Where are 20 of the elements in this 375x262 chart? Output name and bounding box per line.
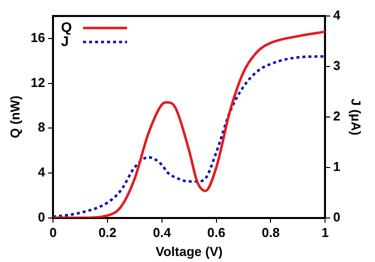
y2-tick-label: 3	[333, 58, 340, 74]
y-tick-label: 8	[38, 120, 46, 135]
y2-axis-title: J (μA)	[348, 98, 364, 136]
y-tick-label: 16	[30, 30, 46, 45]
x-tick-label: 0	[49, 225, 57, 240]
y2-tick-label: 4	[333, 8, 342, 23]
x-axis-title: Voltage (V)	[156, 244, 223, 259]
x-tick-label: 1	[322, 225, 329, 240]
y-tick-label: 0	[38, 209, 46, 224]
x-tick-label: 0.8	[262, 225, 280, 240]
y-axis-title: Q (nW)	[7, 96, 22, 138]
y-tick-label: 4	[38, 164, 46, 180]
y2-tick-label: 2	[333, 108, 340, 124]
x-tick-label: 0.2	[98, 225, 117, 240]
legend-label: Q	[61, 18, 72, 35]
y2-tick-label: 0	[333, 209, 340, 224]
y-tick-label: 12	[30, 74, 46, 90]
x-tick-label: 0.4	[152, 225, 172, 240]
y2-tick-label: 1	[333, 158, 340, 174]
x-tick-label: 0.6	[207, 225, 226, 240]
